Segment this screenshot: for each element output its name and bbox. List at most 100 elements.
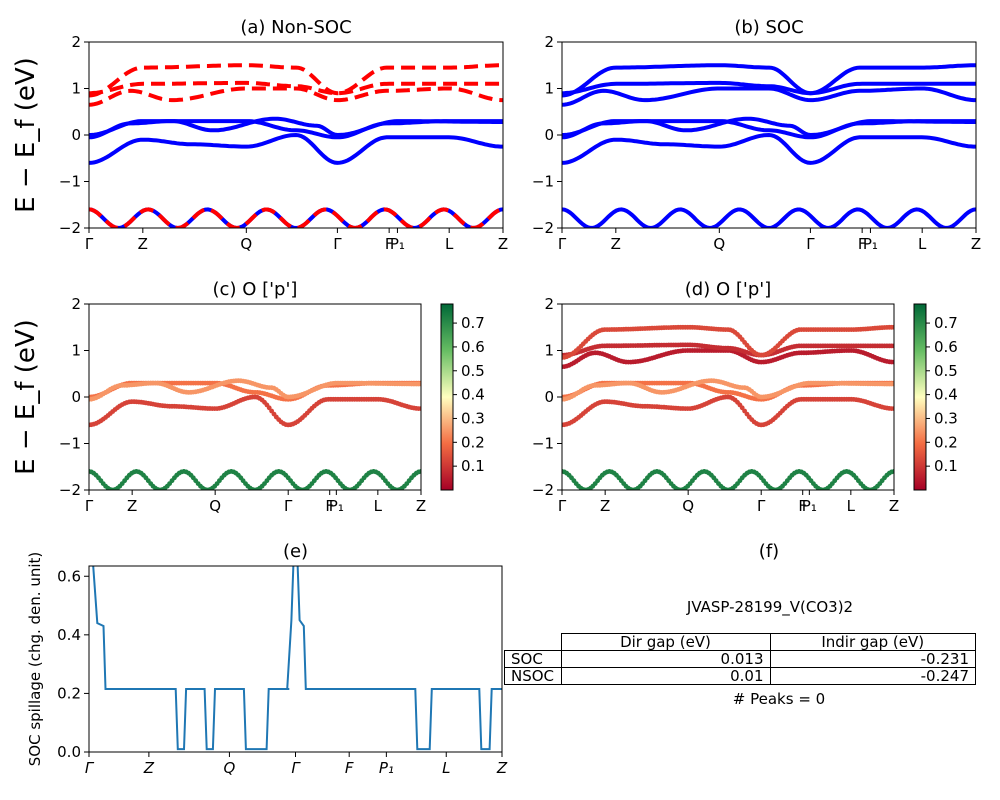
- peaks-count: # Peaks = 0: [732, 690, 826, 708]
- x-tick-label: Γ: [333, 235, 342, 253]
- table-header-row: Dir gap (eV) Indir gap (eV): [505, 633, 976, 651]
- table-title: JVASP-28199_V(CO3)2: [686, 598, 854, 616]
- panel-d: (d) O ['p'] −2 −1 0 1 2 Γ Z Q Γ FP₁ L Z 0.1 0.2 0.3 0.4 0…: [532, 279, 958, 515]
- band-line: [562, 207, 976, 228]
- x-tick-label: Z: [611, 235, 621, 253]
- x-tick-label: Z: [127, 497, 137, 515]
- panel-title: (b) SOC: [734, 17, 803, 38]
- y-tick-label: 2: [544, 33, 554, 51]
- x-tick-label: P₁: [802, 497, 817, 515]
- y-tick-label: 0: [71, 126, 81, 144]
- band-point: [418, 381, 421, 387]
- y-tick-label: 1: [544, 80, 554, 98]
- y-tick-label: −1: [532, 173, 554, 191]
- band-point: [418, 406, 421, 411]
- panel-a: (a) Non-SOC −2 −1 0 1 2 Γ Z Q Γ FP₁ L Z E − E_f (eV): [11, 17, 508, 253]
- band-point: [891, 324, 894, 330]
- band-point: [891, 343, 894, 349]
- x-tick-label: L: [442, 759, 450, 777]
- x-tick-label: F: [325, 497, 334, 515]
- x-tick-label: Γ: [558, 235, 567, 253]
- x-tick-label: P₁: [390, 235, 405, 253]
- x-tick-label: Γ: [85, 235, 94, 253]
- table-cell: NSOC: [504, 667, 562, 685]
- colorbar-tick-label: 0.6: [934, 338, 958, 356]
- x-tick-label: P₁: [379, 759, 394, 777]
- x-tick-label: Z: [496, 759, 508, 777]
- x-tick-label: Γ: [85, 497, 94, 515]
- table-header-cell: Indir gap (eV): [769, 633, 976, 651]
- band-line: [89, 63, 503, 98]
- x-tick-label: Γ: [284, 497, 293, 515]
- x-tick-label: P₁: [329, 497, 344, 515]
- x-tick-label: Q: [682, 497, 694, 515]
- x-tick-label: Γ: [85, 759, 95, 777]
- plot-area: [562, 324, 894, 490]
- y-tick-label: 0: [544, 388, 554, 406]
- y-tick-label: 1: [544, 342, 554, 360]
- x-tick-label: Z: [416, 497, 426, 515]
- axes-frame: [561, 41, 977, 229]
- colorbar-tick-label: 0.4: [461, 386, 485, 404]
- y-axis-label: SOC spillage (chg. den. unit): [26, 552, 44, 767]
- y-tick-label: 2: [71, 33, 81, 51]
- colorbar-tick-label: 0.7: [934, 314, 958, 332]
- colorbar-tick-label: 0.5: [461, 362, 485, 380]
- table-cell: SOC: [504, 650, 562, 668]
- band-line: [562, 63, 976, 98]
- y-tick-label: 1: [71, 342, 81, 360]
- gap-table-wrap: Dir gap (eV) Indir gap (eV) SOC 0.013 -0…: [504, 633, 976, 685]
- band-line: [89, 86, 503, 107]
- colorbar-tick-label: 0.3: [934, 409, 958, 427]
- band-point: [891, 406, 894, 411]
- band-line: [562, 80, 976, 96]
- x-tick-label: L: [918, 235, 927, 253]
- x-tick-label: L: [847, 497, 856, 515]
- panel-title: (e): [283, 541, 308, 562]
- band-line: [89, 207, 503, 228]
- colorbar-tick-label: 0.3: [461, 409, 485, 427]
- colorbar-tick-label: 0.1: [461, 457, 485, 475]
- table-cell: 0.01: [560, 667, 771, 685]
- plot-area: [562, 63, 976, 228]
- x-tick-label: Γ: [291, 759, 301, 777]
- y-tick-label: 2: [71, 295, 81, 313]
- plot-area: [92, 566, 502, 751]
- panel-c: (c) O ['p'] −2 −1 0 1 2 Γ Z Q Γ FP₁ L Z E − E_f (eV) 0…: [11, 279, 485, 515]
- axes-frame: [88, 41, 504, 229]
- y-tick-label: −2: [532, 481, 554, 499]
- plot-area: [89, 63, 503, 228]
- panel-e: (e) 0.0 0.2 0.4 0.6 Γ Z Q Γ F P₁ L Z SOC spillage (ch…: [26, 541, 508, 777]
- x-tick-label: P₁: [863, 235, 878, 253]
- x-tick-label: Q: [209, 497, 221, 515]
- y-tick-label: −2: [532, 219, 554, 237]
- band-point: [418, 469, 421, 474]
- y-tick-label: 0: [544, 126, 554, 144]
- y-axis-label: E − E_f (eV): [11, 57, 41, 213]
- band-point: [891, 469, 894, 474]
- table-cell: -0.231: [769, 650, 976, 668]
- x-tick-label: Γ: [757, 497, 766, 515]
- axes-frame: [88, 303, 422, 491]
- band-line: [89, 80, 503, 96]
- x-tick-label: F: [385, 235, 394, 253]
- band-point: [891, 381, 894, 387]
- axes-frame: [88, 565, 503, 753]
- y-tick-label: −1: [532, 435, 554, 453]
- panel-b: (b) SOC −2 −1 0 1 2 Γ Z Q Γ FP₁ L Z: [532, 17, 981, 253]
- x-tick-label: Q: [713, 235, 725, 253]
- table-cell: -0.247: [769, 667, 976, 685]
- band-line: [89, 116, 503, 140]
- x-tick-label: L: [374, 497, 383, 515]
- x-tick-label: Z: [498, 235, 508, 253]
- table-row: SOC 0.013 -0.231: [504, 650, 976, 668]
- panel-title: (d) O ['p']: [685, 279, 771, 300]
- x-tick-label: Q: [240, 235, 252, 253]
- table-row: NSOC 0.01 -0.247: [504, 667, 976, 685]
- y-axis-label: E − E_f (eV): [11, 319, 41, 475]
- table-header-cell: Dir gap (eV): [560, 633, 771, 651]
- y-tick-label: 0: [71, 388, 81, 406]
- x-tick-label: Q: [224, 759, 236, 777]
- band-line: [562, 86, 976, 107]
